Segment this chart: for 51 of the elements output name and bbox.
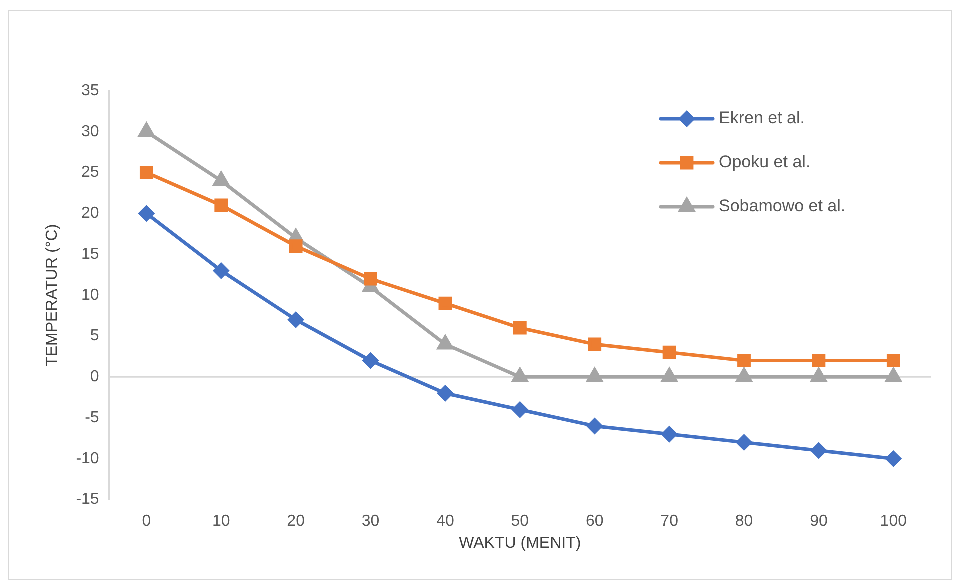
point	[288, 312, 304, 328]
point	[214, 263, 230, 279]
point	[587, 418, 603, 434]
point	[811, 442, 827, 458]
y-tick-label: 5	[90, 328, 100, 345]
x-tick-label: 0	[142, 512, 152, 530]
point	[138, 123, 154, 138]
y-tick-label: 0	[90, 368, 100, 386]
point	[140, 166, 154, 180]
point	[138, 206, 154, 222]
x-tick-label: 40	[436, 512, 454, 530]
y-tick-label: -10	[76, 450, 100, 468]
point	[438, 296, 452, 310]
x-tick-label: 20	[287, 512, 306, 530]
y-tick-label: 30	[82, 123, 100, 140]
x-tick-label: 10	[212, 512, 230, 530]
x-tick-label: 30	[362, 512, 380, 530]
y-tick-label: 35	[82, 82, 100, 100]
point	[364, 272, 378, 286]
point	[513, 321, 527, 335]
y-tick-label: 20	[82, 205, 100, 222]
x-tick-label: 60	[586, 512, 604, 530]
point	[588, 338, 602, 352]
point	[886, 354, 900, 368]
point	[363, 353, 379, 369]
y-axis-title: TEMPERATUR (°C)	[44, 224, 62, 366]
point	[886, 451, 902, 467]
x-tick-label: 70	[660, 512, 679, 530]
y-tick-label: 10	[82, 286, 100, 304]
x-tick-label: 90	[810, 512, 828, 530]
x-tick-label: 80	[735, 512, 754, 530]
legend-label: Sobamowo et al.	[719, 196, 846, 216]
x-tick-label: 50	[511, 512, 530, 530]
point	[438, 386, 454, 402]
legend-label: Opoku et al.	[719, 152, 811, 172]
point	[289, 240, 303, 254]
point	[812, 354, 826, 368]
point	[512, 402, 528, 418]
point	[214, 198, 228, 212]
y-tick-label: 15	[82, 246, 100, 263]
point	[214, 172, 230, 186]
y-tick-label: -15	[76, 491, 100, 508]
point	[738, 354, 751, 368]
point	[736, 434, 752, 450]
x-tick-label: 100	[880, 512, 908, 530]
point	[662, 426, 678, 442]
point	[662, 346, 676, 360]
y-tick-label: 25	[82, 164, 100, 182]
y-tick-label: -5	[85, 409, 100, 426]
x-axis-title: WAKTU (MENIT)	[459, 535, 582, 552]
legend-label: Ekren et al.	[719, 108, 805, 128]
